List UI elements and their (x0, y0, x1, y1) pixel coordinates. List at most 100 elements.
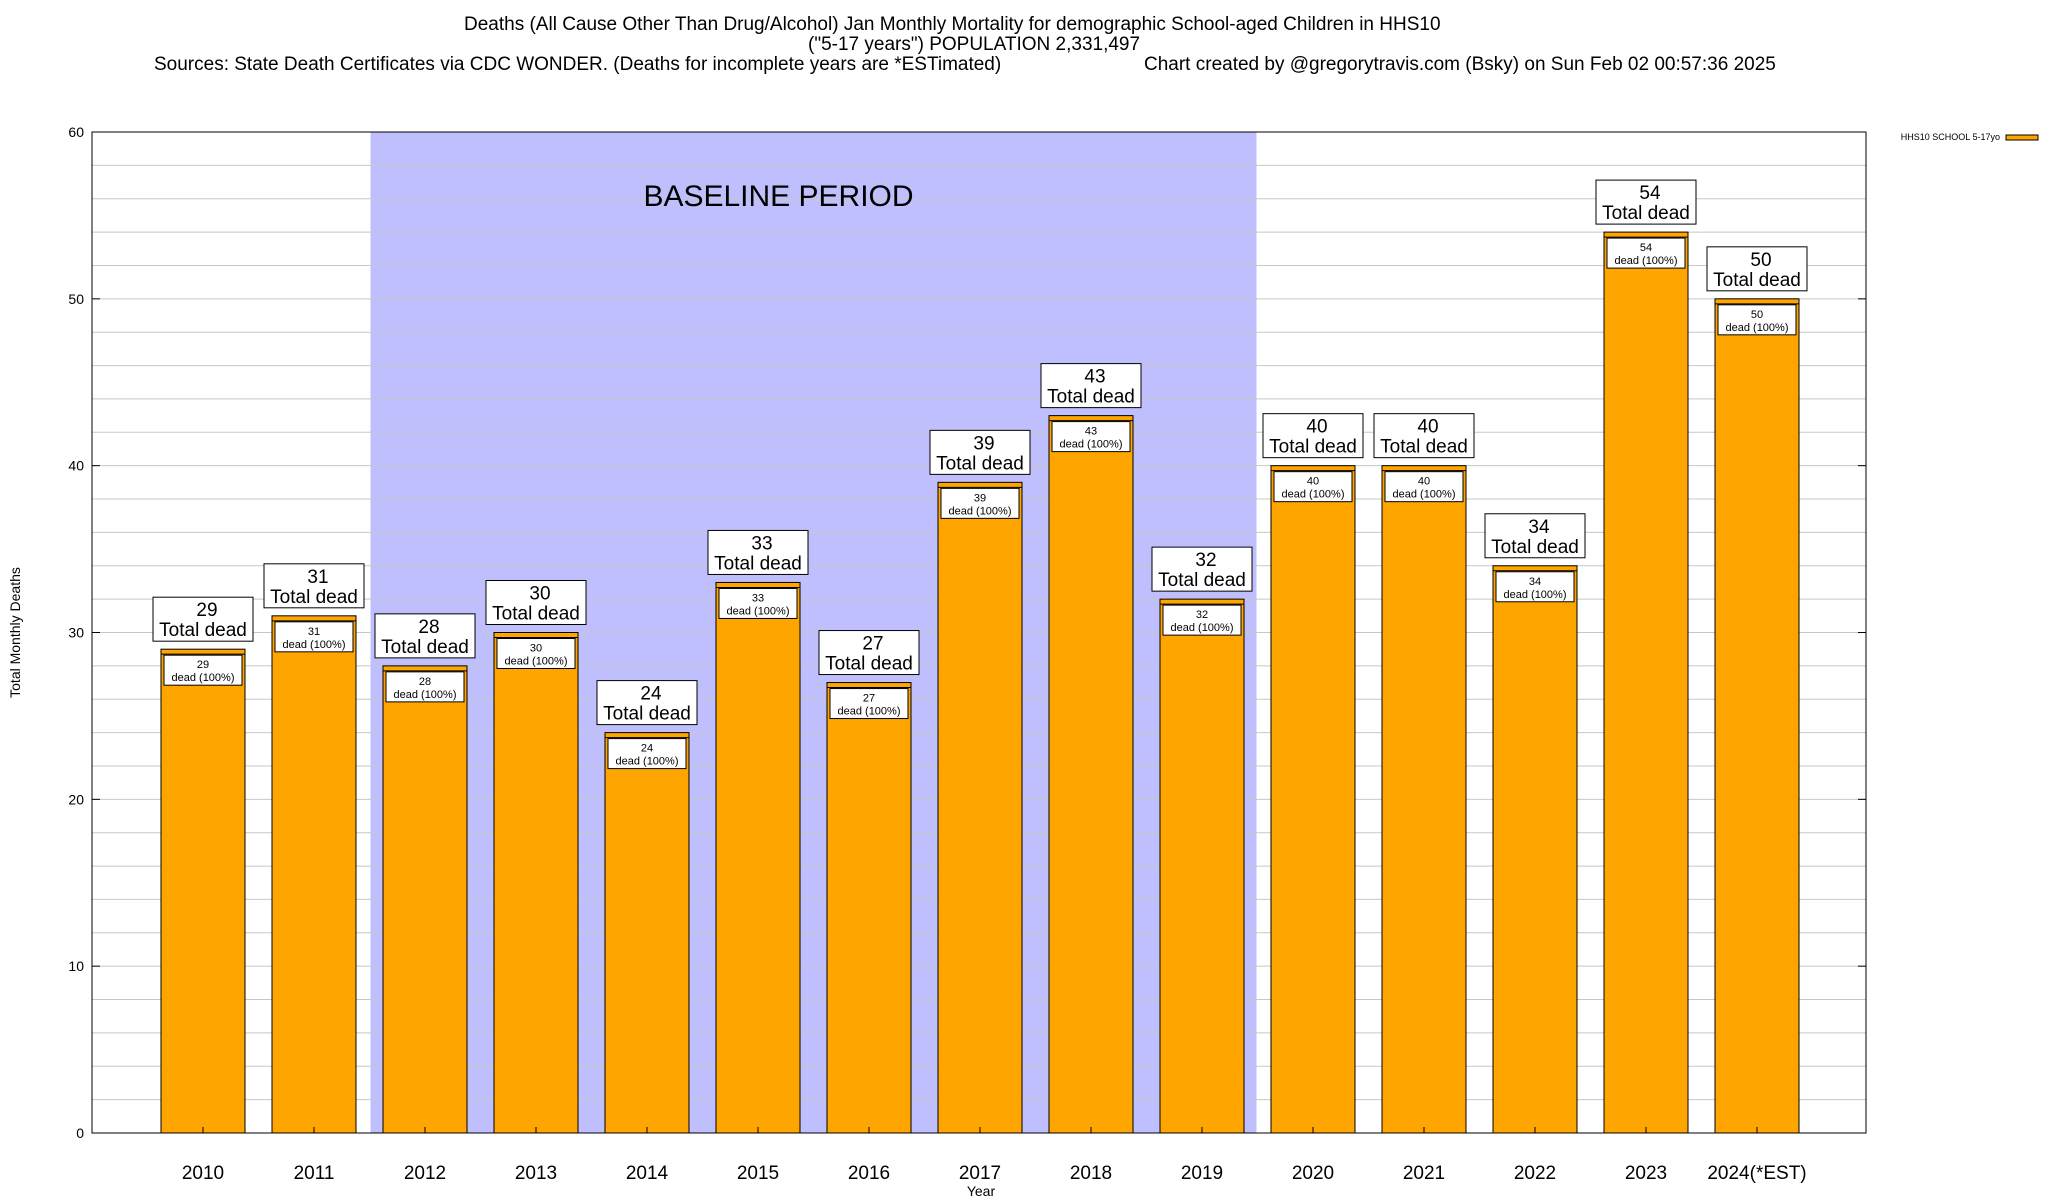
inner-label-value: 27 (863, 693, 875, 705)
x-tick-label: 2018 (1070, 1163, 1112, 1184)
top-label-value: 43 (1084, 367, 1105, 388)
top-label-text: Total dead (825, 654, 913, 675)
inner-label-box (1162, 604, 1242, 636)
chart-subtitle: ("5-17 years") POPULATION 2,331,497 (808, 34, 1141, 55)
top-label-box (929, 429, 1031, 475)
x-tick-label: 2017 (959, 1163, 1001, 1184)
y-axis-label: Total Monthly Deaths (7, 567, 23, 698)
top-label-value: 34 (1528, 517, 1550, 538)
x-tick-label: 2021 (1403, 1163, 1445, 1184)
top-label-value: 32 (1195, 550, 1216, 571)
inner-label-box (1717, 304, 1797, 336)
top-label-text: Total dead (603, 704, 691, 725)
bar (1492, 565, 1578, 1134)
inner-label-value: 28 (419, 676, 431, 688)
x-tick-label: 2013 (515, 1163, 557, 1184)
top-label-text: Total dead (1269, 437, 1357, 458)
top-label-box (1484, 513, 1586, 559)
inner-label-box (1495, 571, 1575, 603)
x-tick-label: 2012 (404, 1163, 446, 1184)
bar (271, 615, 357, 1134)
top-label-value: 29 (196, 600, 217, 621)
y-tick-label: 0 (76, 1125, 84, 1141)
inner-label-value: 39 (974, 492, 986, 504)
legend-swatch (2005, 134, 2039, 141)
top-label-text: Total dead (1047, 387, 1135, 408)
y-tick-label: 10 (68, 958, 84, 974)
top-label-value: 31 (307, 567, 328, 588)
inner-label-box (274, 621, 354, 653)
x-tick-label: 2020 (1292, 1163, 1334, 1184)
inner-label-text: dead (100%) (838, 706, 901, 718)
top-label-value: 39 (973, 433, 994, 454)
bar (1270, 465, 1356, 1134)
top-label-text: Total dead (159, 620, 247, 641)
top-label-box (707, 529, 809, 575)
inner-label-box (163, 654, 243, 686)
bar (826, 682, 912, 1134)
inner-label-box (940, 487, 1020, 519)
x-tick-label: 2022 (1514, 1163, 1556, 1184)
top-label-text: Total dead (270, 587, 358, 608)
top-label-text: Total dead (1713, 270, 1801, 291)
inner-label-box (1051, 421, 1131, 453)
inner-label-text: dead (100%) (505, 656, 568, 668)
top-label-value: 28 (418, 617, 439, 638)
inner-label-value: 43 (1085, 426, 1097, 438)
y-tick-label: 40 (68, 458, 84, 474)
top-label-value: 40 (1306, 417, 1327, 438)
inner-label-box (1606, 237, 1686, 269)
top-label-text: Total dead (1602, 203, 1690, 224)
inner-label-text: dead (100%) (727, 605, 790, 617)
bar (1603, 231, 1689, 1134)
bar (604, 732, 690, 1134)
inner-label-text: dead (100%) (949, 505, 1012, 517)
inner-label-value: 33 (752, 592, 764, 604)
inner-label-text: dead (100%) (283, 639, 346, 651)
inner-label-text: dead (100%) (616, 756, 679, 768)
top-label-text: Total dead (936, 453, 1024, 474)
top-label-text: Total dead (1158, 570, 1246, 591)
bar (937, 481, 1023, 1134)
x-tick-label: 2024(*EST) (1707, 1163, 1806, 1184)
top-label-text: Total dead (714, 553, 802, 574)
top-label-box (1262, 413, 1364, 459)
inner-label-text: dead (100%) (1504, 589, 1567, 601)
bar (1159, 598, 1245, 1134)
bar (715, 581, 801, 1134)
top-label-box (1373, 413, 1475, 459)
x-tick-label: 2019 (1181, 1163, 1223, 1184)
inner-label-value: 24 (641, 743, 653, 755)
bar (382, 665, 468, 1134)
inner-label-text: dead (100%) (1171, 622, 1234, 634)
y-tick-label: 20 (68, 791, 84, 807)
chart-credit: Chart created by @gregorytravis.com (Bsk… (1144, 54, 1776, 75)
top-label-box (263, 563, 365, 609)
inner-label-text: dead (100%) (1393, 489, 1456, 501)
x-tick-label: 2014 (626, 1163, 669, 1184)
top-label-value: 24 (640, 684, 662, 705)
inner-label-box (385, 671, 465, 703)
top-label-text: Total dead (1380, 437, 1468, 458)
inner-label-value: 34 (1529, 576, 1541, 588)
inner-label-box (1273, 471, 1353, 503)
x-tick-label: 2010 (182, 1163, 224, 1184)
inner-label-box (607, 738, 687, 770)
inner-label-text: dead (100%) (394, 689, 457, 701)
inner-label-text: dead (100%) (1060, 439, 1123, 451)
bar (1381, 465, 1467, 1134)
inner-label-value: 30 (530, 643, 542, 655)
inner-label-box (829, 688, 909, 720)
chart-title: Deaths (All Cause Other Than Drug/Alcoho… (464, 14, 1441, 35)
y-tick-label: 60 (68, 124, 84, 140)
y-tick-label: 50 (68, 291, 84, 307)
chart-sources: Sources: State Death Certificates via CD… (154, 54, 1002, 75)
inner-label-value: 50 (1751, 309, 1763, 321)
